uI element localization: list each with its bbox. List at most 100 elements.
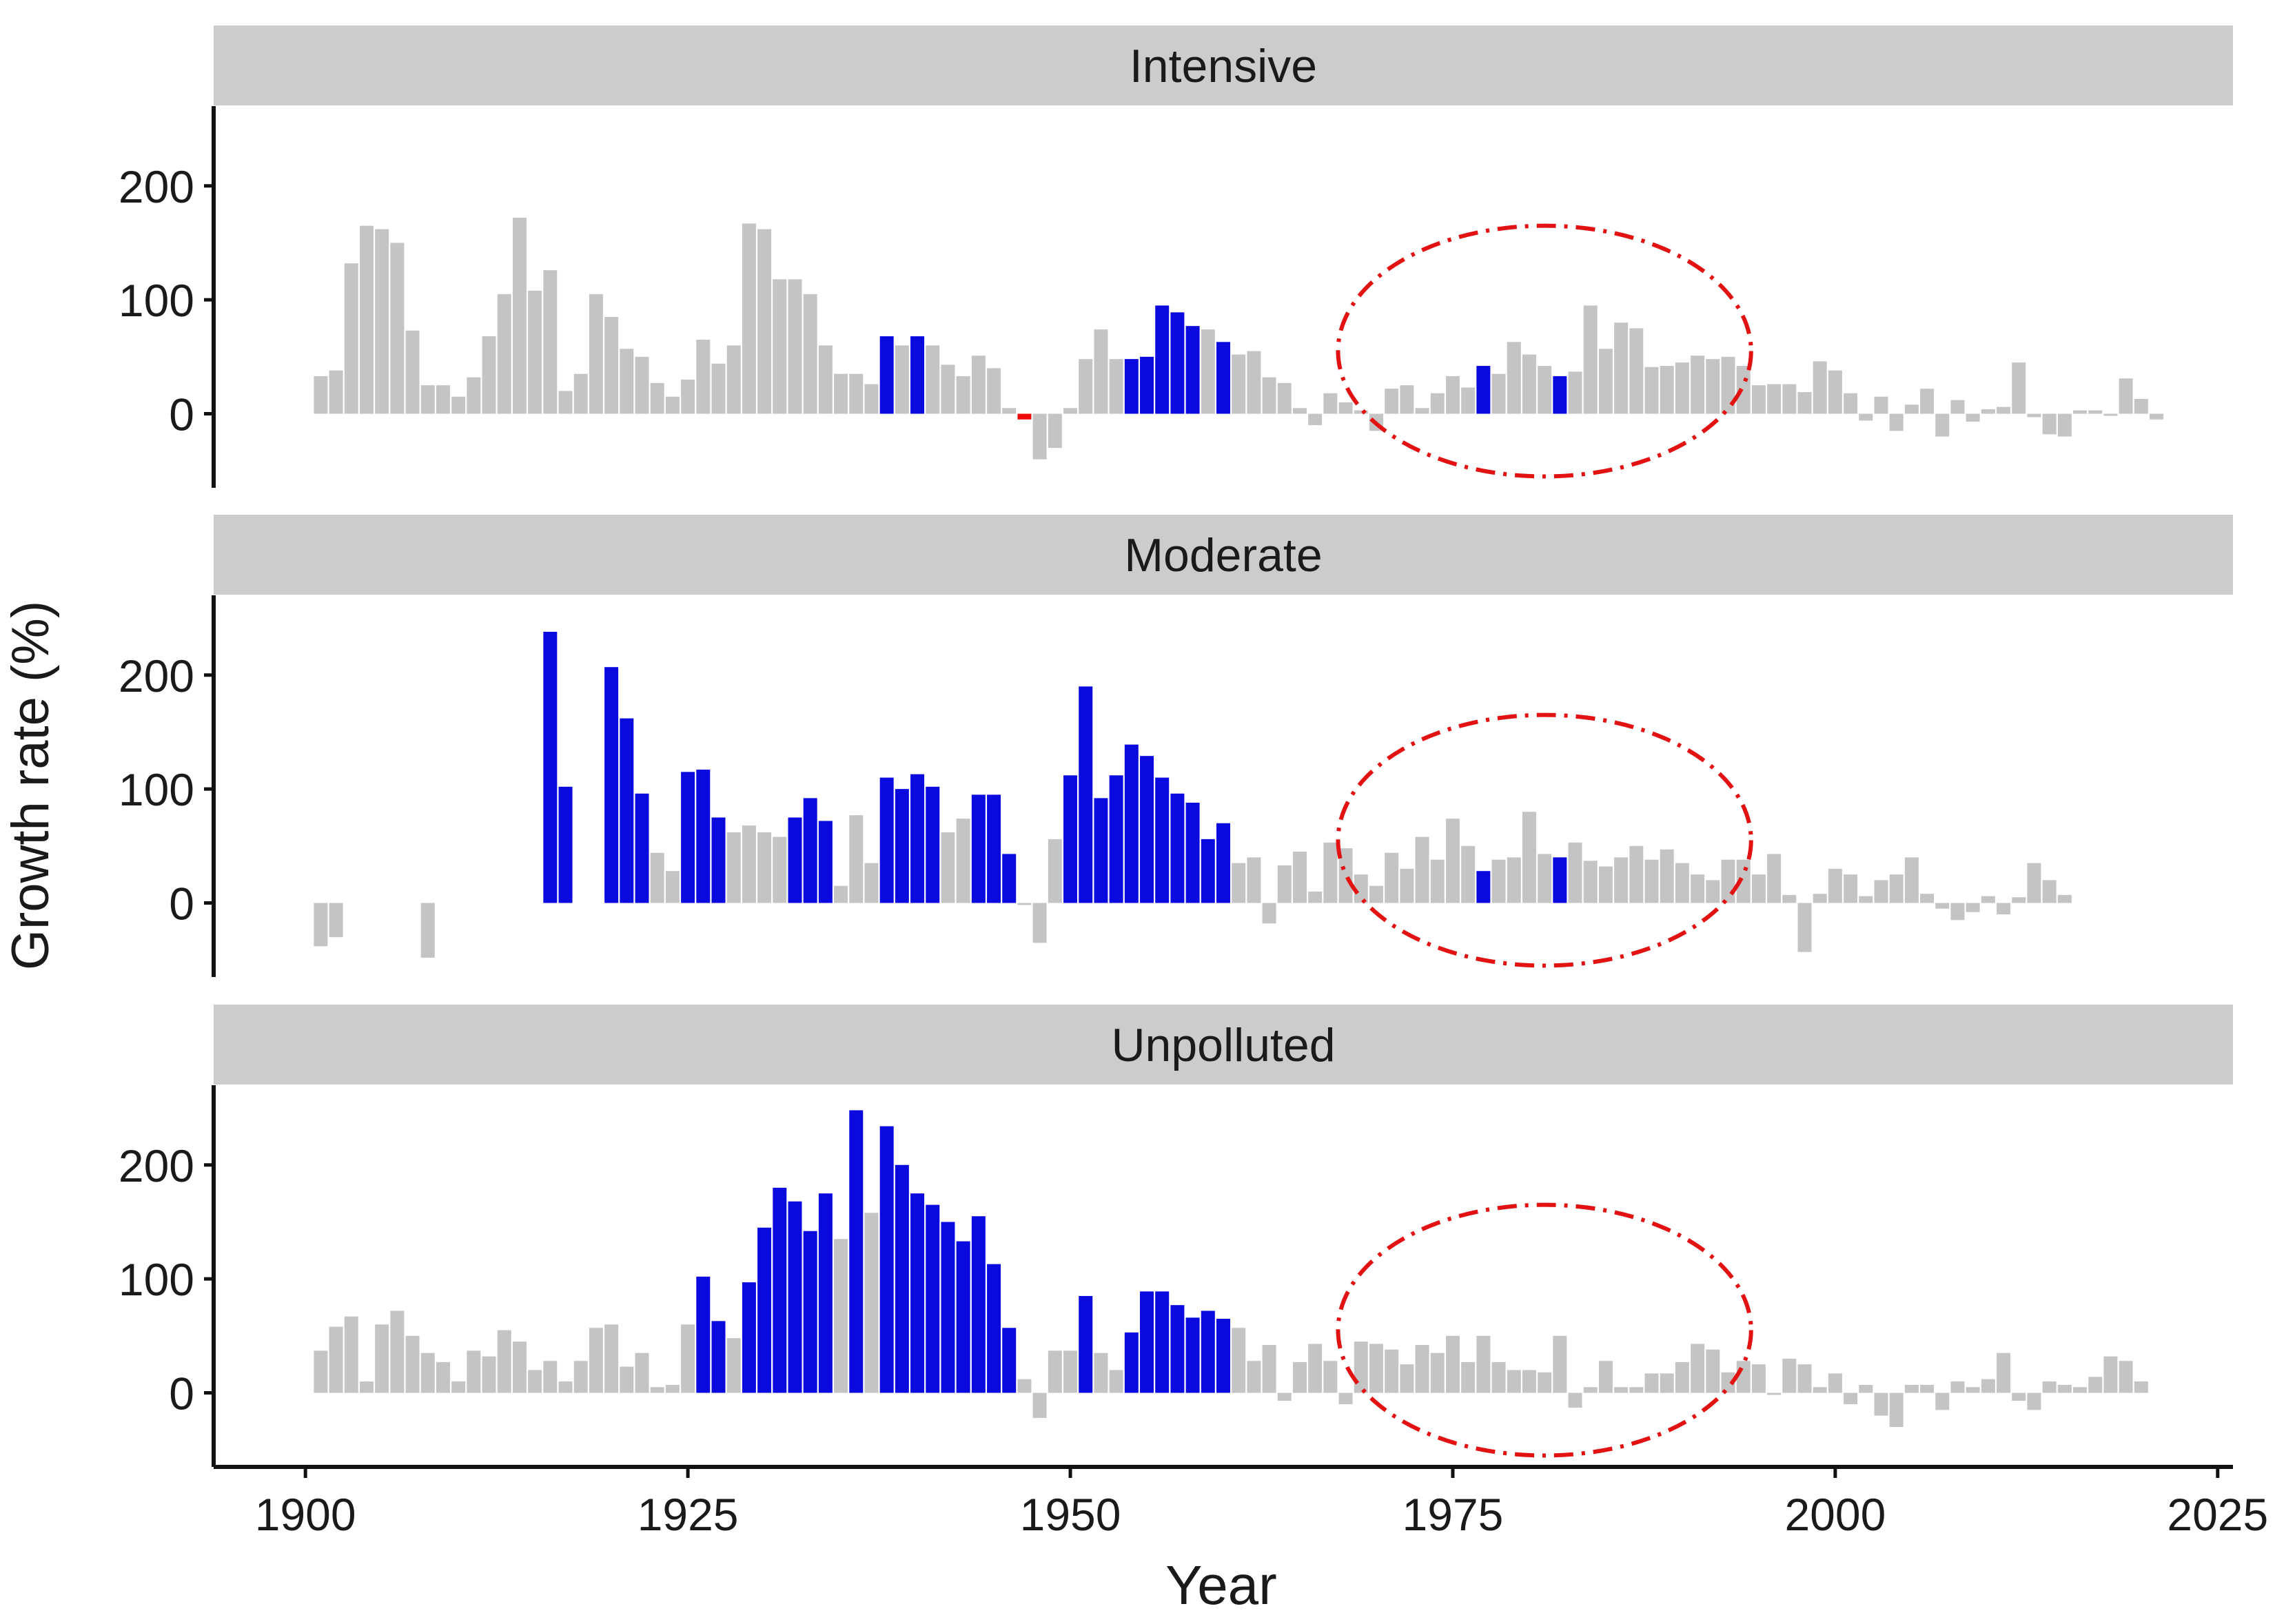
bar-1967 (1323, 1361, 1338, 1393)
bar-1919 (589, 294, 603, 414)
bar-2012 (2012, 897, 2026, 903)
bar-1947 (1017, 1379, 1032, 1393)
bar-1991 (1691, 1344, 1705, 1393)
bar-1932 (788, 1201, 802, 1393)
bar-1910 (451, 1381, 466, 1393)
y-tick-label: 100 (119, 764, 194, 815)
bar-1953 (1109, 359, 1123, 414)
bar-1961 (1232, 1328, 1246, 1393)
bar-1997 (1782, 894, 1797, 903)
bar-1934 (818, 821, 833, 903)
bar-1914 (512, 218, 527, 414)
bar-1936 (849, 815, 864, 903)
bar-1970 (1369, 885, 1383, 903)
bar-1923 (650, 852, 664, 903)
bar-2017 (2088, 410, 2103, 414)
bar-1953 (1109, 775, 1123, 903)
bar-1964 (1277, 1392, 1292, 1401)
bar-1929 (742, 223, 756, 414)
bar-2016 (2073, 410, 2088, 414)
bar-1928 (726, 345, 741, 414)
bar-1963 (1262, 1345, 1276, 1393)
facet-strip-label: Unpolluted (1111, 1019, 1335, 1071)
bar-1934 (818, 345, 833, 414)
bar-2012 (2012, 1392, 2026, 1401)
bar-1905 (375, 1324, 389, 1393)
bar-1969 (1354, 1342, 1368, 1393)
bar-1966 (1308, 1344, 1323, 1393)
bar-1952 (1094, 798, 1108, 903)
bar-1984 (1583, 305, 1598, 414)
bar-2002 (1859, 1384, 1873, 1393)
bar-1907 (405, 1335, 420, 1393)
y-tick-label: 0 (169, 878, 194, 929)
facet-strip (214, 1005, 2233, 1085)
bar-1933 (803, 798, 817, 903)
bar-2020 (2134, 399, 2148, 414)
bar-1942 (941, 1222, 955, 1393)
bar-1901 (314, 376, 328, 414)
bar-2011 (1997, 407, 2011, 414)
bar-2018 (2103, 1356, 2118, 1393)
highlight-ellipse (1336, 712, 1753, 968)
bar-1996 (1767, 854, 1782, 903)
bar-1939 (895, 345, 909, 414)
y-tick-label: 0 (169, 1368, 194, 1419)
bar-1974 (1430, 393, 1445, 414)
bar-1980 (1522, 354, 1536, 414)
bar-2007 (1935, 903, 1950, 909)
highlight-ellipse (1336, 223, 1753, 479)
bar-1942 (941, 832, 955, 903)
bar-1961 (1232, 354, 1246, 414)
bar-1926 (696, 340, 711, 414)
bar-2005 (1904, 404, 1919, 414)
bar-2011 (1997, 903, 2011, 915)
bar-1959 (1201, 1310, 1215, 1393)
bar-2003 (1874, 1392, 1888, 1416)
bar-1921 (620, 1366, 634, 1393)
bar-1942 (941, 364, 955, 414)
bar-1960 (1216, 823, 1230, 903)
bar-1931 (773, 836, 787, 903)
bar-1985 (1598, 1361, 1613, 1393)
bar-1904 (359, 225, 374, 414)
bar-1988 (1644, 859, 1659, 903)
bar-2000 (1828, 868, 1842, 903)
bar-2019 (2119, 1361, 2133, 1393)
bar-1969 (1354, 874, 1368, 903)
bar-1999 (1813, 1387, 1827, 1393)
bar-1976 (1461, 387, 1476, 414)
bar-1911 (467, 1350, 481, 1393)
bar-1961 (1232, 863, 1246, 903)
bar-1968 (1338, 402, 1353, 414)
facet-strip (214, 25, 2233, 105)
bar-2001 (1844, 393, 1858, 414)
bar-2011 (1997, 1353, 2011, 1393)
bar-1960 (1216, 1319, 1230, 1393)
bar-1976 (1461, 1361, 1476, 1393)
bar-1951 (1079, 1295, 1093, 1393)
bar-1954 (1124, 744, 1139, 903)
highlight-ellipse (1336, 1202, 1753, 1458)
bar-1951 (1079, 686, 1093, 903)
bar-1921 (620, 718, 634, 903)
bar-2000 (1828, 370, 1842, 414)
y-tick-label: 100 (119, 275, 194, 326)
bar-1991 (1691, 874, 1705, 903)
bar-1924 (665, 1384, 680, 1393)
bar-1932 (788, 817, 802, 903)
bar-1972 (1400, 1364, 1414, 1393)
bar-1973 (1415, 408, 1429, 414)
bar-1916 (543, 631, 558, 903)
bar-1931 (773, 1187, 787, 1393)
bar-1970 (1369, 1344, 1383, 1393)
bar-1947 (1017, 413, 1032, 420)
bar-1918 (573, 1361, 588, 1393)
bar-1954 (1124, 1332, 1139, 1393)
bar-1977 (1476, 1335, 1491, 1393)
bar-1952 (1094, 329, 1108, 414)
bar-1945 (987, 368, 1001, 414)
bar-1959 (1201, 839, 1215, 903)
bar-1916 (543, 270, 558, 414)
